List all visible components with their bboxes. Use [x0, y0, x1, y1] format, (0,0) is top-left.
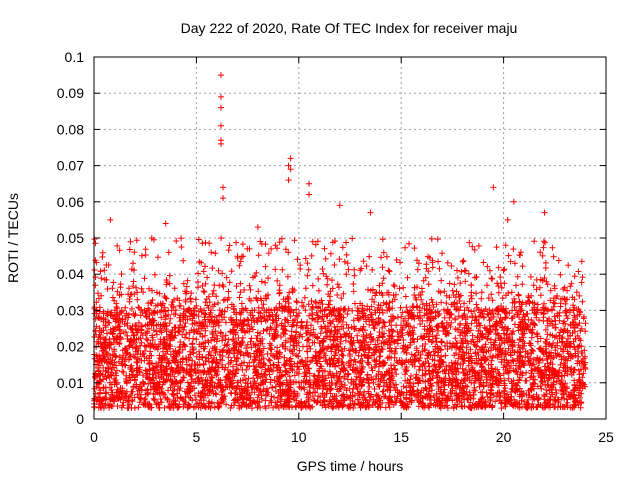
- y-tick-label: 0.1: [65, 49, 85, 65]
- data-point: [541, 209, 548, 216]
- data-point: [510, 198, 517, 205]
- y-tick-label: 0.06: [57, 194, 84, 210]
- data-point: [220, 195, 227, 202]
- data-point: [367, 209, 374, 216]
- scatter-points: [91, 235, 589, 412]
- y-tick-label: 0.03: [57, 302, 84, 318]
- y-tick-label: 0.07: [57, 158, 84, 174]
- x-axis-label: GPS time / hours: [297, 458, 404, 474]
- chart-title: Day 222 of 2020, Rate Of TEC Index for r…: [181, 20, 518, 36]
- data-point: [107, 216, 114, 223]
- data-point: [336, 202, 343, 209]
- data-point: [306, 180, 313, 187]
- x-tick-label: 20: [496, 429, 512, 445]
- x-tick-label: 15: [393, 429, 409, 445]
- y-tick-label: 0: [76, 411, 84, 427]
- y-tick-label: 0.09: [57, 85, 84, 101]
- data-point: [490, 184, 497, 191]
- data-point: [254, 224, 261, 231]
- data-point: [162, 220, 169, 227]
- data-point: [217, 93, 224, 100]
- x-tick-label: 5: [193, 429, 201, 445]
- data-point: [217, 72, 224, 79]
- data-point: [504, 216, 511, 223]
- data-point: [287, 166, 294, 173]
- data-point: [217, 104, 224, 111]
- y-tick-label: 0.01: [57, 375, 84, 391]
- x-tick-label: 0: [90, 429, 98, 445]
- y-tick-label: 0.08: [57, 121, 84, 137]
- data-point: [285, 162, 292, 169]
- x-tick-label: 25: [598, 429, 614, 445]
- y-tick-label: 0.05: [57, 230, 84, 246]
- axis-ticks: 0 0.01 0.02 0.03 0.04 0.05 0.06 0.07 0.08 0.09 0.1…: [57, 49, 614, 445]
- y-axis-label: ROTI / TECUs: [5, 193, 21, 283]
- y-tick-label: 0.02: [57, 339, 84, 355]
- data-point: [217, 140, 224, 147]
- data-points: [91, 72, 589, 412]
- data-point: [285, 177, 292, 184]
- x-tick-label: 10: [291, 429, 307, 445]
- data-point: [217, 122, 224, 129]
- y-tick-label: 0.04: [57, 266, 84, 282]
- data-point: [306, 191, 313, 198]
- data-point: [287, 155, 294, 162]
- data-point: [220, 184, 227, 191]
